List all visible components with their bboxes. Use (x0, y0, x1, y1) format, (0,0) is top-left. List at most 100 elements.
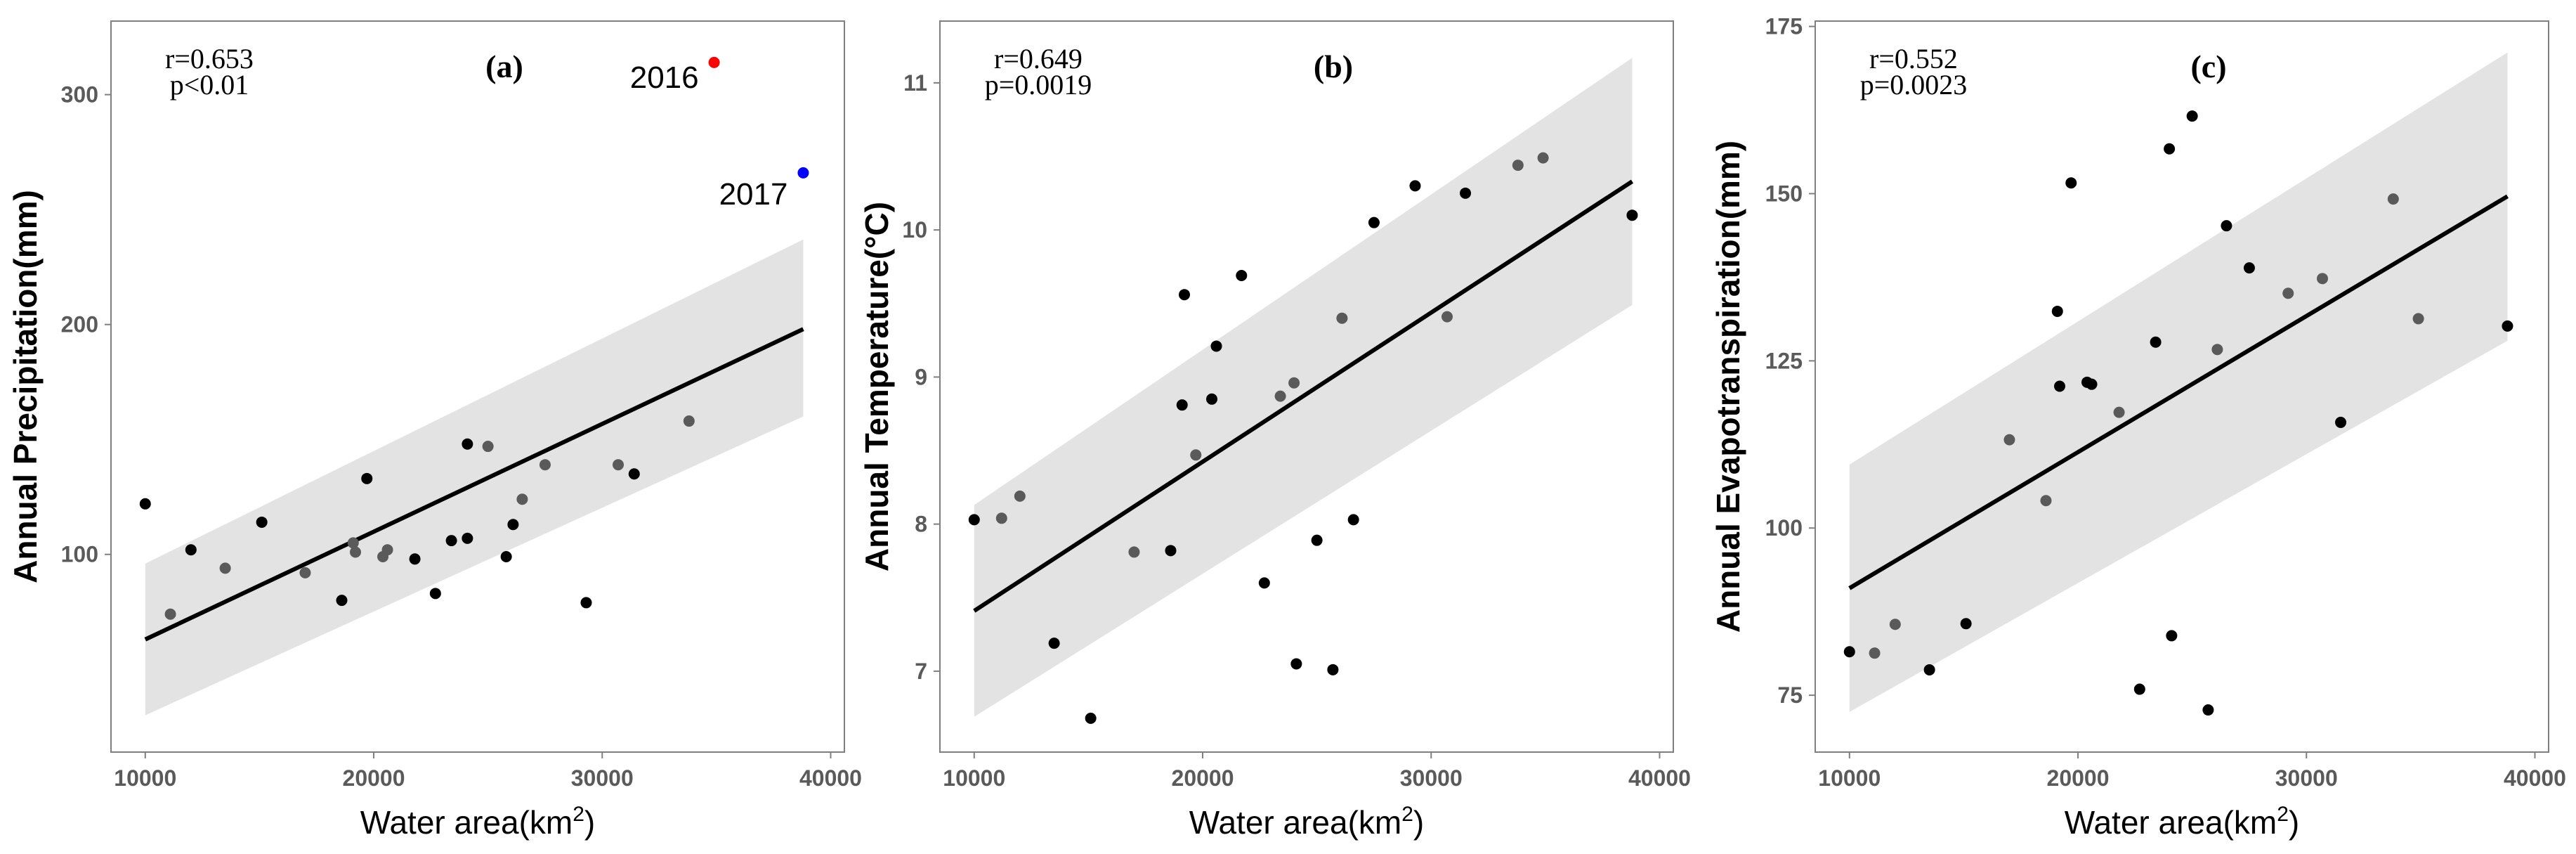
data-point (2186, 110, 2198, 122)
data-point (462, 532, 473, 544)
x-tick-label: 30000 (571, 765, 634, 791)
plot-frame (1815, 20, 2549, 753)
data-point (2202, 704, 2214, 716)
data-point (1290, 658, 1302, 670)
data-point (1128, 546, 1140, 558)
y-tick-label: 9 (915, 364, 927, 389)
x-axis-title: Water area(km2) (1189, 803, 1424, 841)
data-point (462, 438, 473, 450)
y-tick-label: 150 (1765, 181, 1803, 206)
data-point (580, 597, 592, 609)
data-point (361, 472, 373, 484)
data-point (1537, 152, 1549, 164)
data-point (2221, 220, 2232, 232)
y-axis-title: Annual Temperature(°C) (858, 202, 895, 571)
y-tick-label: 125 (1765, 348, 1803, 373)
data-point (2502, 320, 2513, 332)
panel-b: 10000 20000 30000 40000 7 8 9 10 11 Water area(km… (858, 20, 1691, 841)
data-point (2065, 177, 2077, 189)
confidence-band (1849, 52, 2508, 712)
data-point (1512, 160, 1524, 172)
x-tick-label: 40000 (2504, 765, 2566, 791)
y-axis-title: Annual Evapotranspiration(mm) (1710, 141, 1746, 633)
panel-label: (b) (1314, 48, 1353, 84)
data-point (1048, 638, 1060, 649)
x-tick-label: 10000 (1818, 765, 1881, 791)
data-point (445, 535, 457, 547)
highlight-point-2017 (797, 167, 809, 179)
x-axis-title-text: Water area(km (360, 804, 573, 841)
correlation-label: r=0.552 (1869, 43, 1958, 75)
regression-line (144, 327, 804, 642)
x-axis-title: Water area(km2) (2065, 803, 2299, 841)
data-point (968, 514, 980, 526)
x-tick-label: 20000 (1172, 765, 1234, 791)
panel-label: (a) (485, 48, 523, 84)
regression-line (973, 179, 1634, 613)
highlight-label-2016: 2016 (630, 60, 699, 95)
data-point (613, 459, 625, 471)
y-tick-label: 300 (61, 82, 98, 108)
data-point (1085, 712, 1097, 724)
y-tick-label: 8 (915, 512, 927, 537)
data-point (2040, 495, 2052, 507)
data-point (336, 595, 348, 607)
correlation-label: r=0.653 (165, 43, 254, 75)
data-point (995, 512, 1007, 524)
data-point (2387, 193, 2399, 205)
y-tick-label: 200 (61, 312, 98, 337)
data-point (1206, 393, 1218, 405)
confidence-band (145, 239, 804, 716)
data-point (1311, 534, 1323, 546)
x-axis-title: Water area(km2) (360, 803, 595, 841)
data-point (2412, 313, 2424, 325)
data-point (347, 537, 359, 549)
p-value-label: p=0.0019 (985, 69, 1092, 101)
y-tick-label: 10 (902, 217, 927, 242)
data-point (539, 459, 551, 471)
regression-line (1848, 194, 2509, 590)
data-point (500, 551, 512, 563)
data-point (1923, 664, 1935, 675)
plot-frame (939, 20, 1674, 753)
x-axis-title-text: Water area(km (2065, 804, 2277, 841)
y-tick-label: 7 (915, 659, 927, 684)
data-point (2003, 434, 2015, 446)
data-point (350, 546, 361, 558)
data-point (299, 567, 311, 578)
data-point (2211, 344, 2223, 356)
data-point (2054, 380, 2065, 392)
y-axis-title: Annual Precipitation(mm) (7, 190, 44, 583)
x-axis-title-superscript: 2 (2277, 803, 2289, 826)
x-axis-title-superscript: 2 (573, 803, 584, 826)
p-value-label: p=0.0023 (1860, 69, 1968, 101)
data-point (2150, 336, 2162, 348)
data-point (1210, 340, 1222, 352)
correlation-label: r=0.649 (994, 43, 1083, 75)
plot-frame (110, 20, 845, 753)
highlight-point-2016 (708, 56, 720, 68)
highlight-label-2017: 2017 (719, 177, 788, 212)
x-axis-title-superscript: 2 (1401, 803, 1413, 826)
data-point (164, 608, 176, 620)
confidence-band (974, 58, 1633, 717)
data-point (1236, 270, 1248, 282)
data-point (2243, 262, 2255, 274)
x-axis-title-text: Water area(km (1189, 804, 1401, 841)
data-point (2113, 406, 2125, 418)
data-point (2133, 683, 2145, 695)
data-point (1327, 664, 1339, 675)
panel-a: 2016 2017 10000 20000 30000 40000 100 200 300 Wat… (7, 20, 862, 841)
x-tick-label: 20000 (343, 765, 405, 791)
data-point (1626, 209, 1638, 221)
x-axis-title-close: ) (2289, 804, 2299, 841)
data-point (2166, 630, 2178, 642)
data-point (2282, 287, 2294, 299)
data-point (2086, 378, 2098, 390)
data-point (1288, 377, 1300, 389)
data-point (2317, 273, 2329, 285)
panel-c: 10000 20000 30000 40000 75 100 125 150 175 Water … (1710, 14, 2566, 841)
data-point (219, 562, 231, 574)
data-point (1460, 187, 1472, 199)
data-point (429, 588, 441, 600)
